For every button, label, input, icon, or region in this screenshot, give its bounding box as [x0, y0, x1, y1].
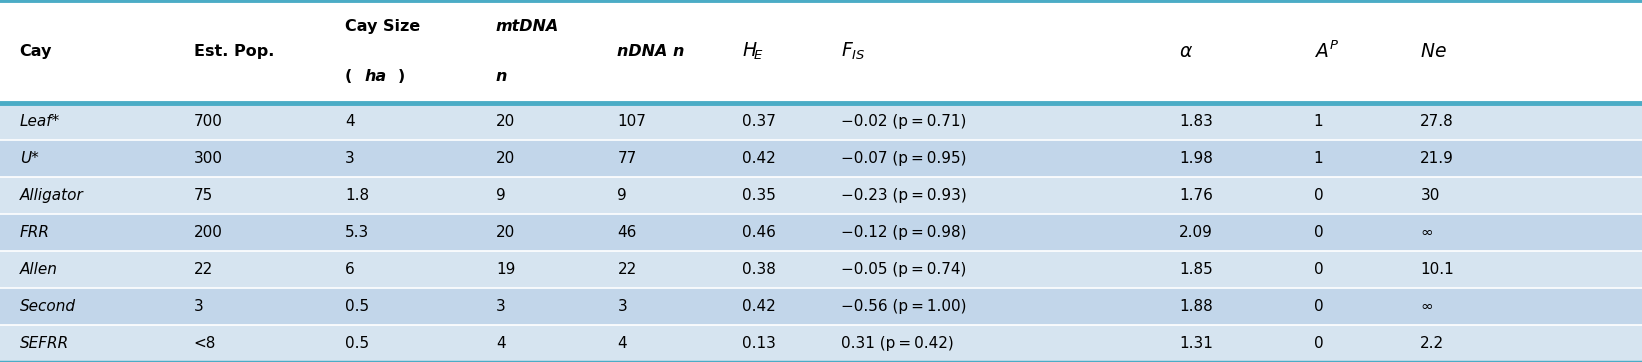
Text: 3: 3 — [496, 299, 506, 314]
Text: 19: 19 — [496, 262, 516, 277]
Text: 20: 20 — [496, 151, 516, 166]
Text: nDNA n: nDNA n — [617, 44, 685, 59]
Text: ∞: ∞ — [1420, 299, 1433, 314]
Bar — [0, 103, 1642, 140]
Text: 1.31: 1.31 — [1179, 336, 1213, 351]
Text: 0: 0 — [1314, 262, 1323, 277]
Text: −0.05 (p = 0.74): −0.05 (p = 0.74) — [841, 262, 965, 277]
Text: 6: 6 — [345, 262, 355, 277]
Text: 1.85: 1.85 — [1179, 262, 1213, 277]
Text: $\mathit{A}^{\mathit{P}}$: $\mathit{A}^{\mathit{P}}$ — [1314, 41, 1338, 62]
Text: $\mathit{H}_{\!\mathit{E}}$: $\mathit{H}_{\!\mathit{E}}$ — [742, 41, 765, 62]
Text: 22: 22 — [194, 262, 213, 277]
Text: 22: 22 — [617, 262, 637, 277]
Bar — [0, 0, 1642, 103]
Bar — [0, 288, 1642, 325]
Text: 0.38: 0.38 — [742, 262, 777, 277]
Text: 2.2: 2.2 — [1420, 336, 1445, 351]
Text: −0.12 (p = 0.98): −0.12 (p = 0.98) — [841, 225, 965, 240]
Text: 9: 9 — [617, 188, 627, 203]
Text: 30: 30 — [1420, 188, 1440, 203]
Text: 300: 300 — [194, 151, 223, 166]
Text: 21.9: 21.9 — [1420, 151, 1455, 166]
Text: 0.42: 0.42 — [742, 299, 777, 314]
Text: Cay: Cay — [20, 44, 53, 59]
Text: 0.42: 0.42 — [742, 151, 777, 166]
Text: 4: 4 — [345, 114, 355, 129]
Text: 0.46: 0.46 — [742, 225, 777, 240]
Text: −0.23 (p = 0.93): −0.23 (p = 0.93) — [841, 188, 967, 203]
Text: 1: 1 — [1314, 114, 1323, 129]
Text: 0.37: 0.37 — [742, 114, 777, 129]
Text: $\mathbf{\mathit{\alpha}}$: $\mathbf{\mathit{\alpha}}$ — [1179, 42, 1194, 61]
Text: Alligator: Alligator — [20, 188, 84, 203]
Bar — [0, 251, 1642, 288]
Text: 3: 3 — [194, 299, 204, 314]
Bar — [0, 177, 1642, 214]
Text: 0.35: 0.35 — [742, 188, 777, 203]
Text: 9: 9 — [496, 188, 506, 203]
Text: ): ) — [397, 70, 404, 84]
Text: n: n — [496, 70, 507, 84]
Text: 75: 75 — [194, 188, 213, 203]
Text: −0.07 (p = 0.95): −0.07 (p = 0.95) — [841, 151, 965, 166]
Text: U*: U* — [20, 151, 38, 166]
Text: mtDNA: mtDNA — [496, 19, 560, 34]
Bar — [0, 140, 1642, 177]
Text: 20: 20 — [496, 114, 516, 129]
Text: SEFRR: SEFRR — [20, 336, 69, 351]
Text: Leaf*: Leaf* — [20, 114, 61, 129]
Text: $\mathit{Ne}$: $\mathit{Ne}$ — [1420, 42, 1447, 61]
Text: 27.8: 27.8 — [1420, 114, 1455, 129]
Text: 1.98: 1.98 — [1179, 151, 1213, 166]
Text: 4: 4 — [496, 336, 506, 351]
Text: 77: 77 — [617, 151, 637, 166]
Bar — [0, 325, 1642, 362]
Text: Cay Size: Cay Size — [345, 19, 420, 34]
Text: 4: 4 — [617, 336, 627, 351]
Text: 2.09: 2.09 — [1179, 225, 1213, 240]
Text: $\mathit{F}_{\mathit{IS}}$: $\mathit{F}_{\mathit{IS}}$ — [841, 41, 865, 62]
Text: 0: 0 — [1314, 188, 1323, 203]
Text: 0.31 (p = 0.42): 0.31 (p = 0.42) — [841, 336, 954, 351]
Text: 10.1: 10.1 — [1420, 262, 1455, 277]
Text: −0.56 (p = 1.00): −0.56 (p = 1.00) — [841, 299, 965, 314]
Text: 0.5: 0.5 — [345, 299, 369, 314]
Text: 3: 3 — [345, 151, 355, 166]
Text: 3: 3 — [617, 299, 627, 314]
Text: 20: 20 — [496, 225, 516, 240]
Text: 0: 0 — [1314, 225, 1323, 240]
Text: 0.5: 0.5 — [345, 336, 369, 351]
Text: <8: <8 — [194, 336, 217, 351]
Text: FRR: FRR — [20, 225, 49, 240]
Text: ∞: ∞ — [1420, 225, 1433, 240]
Text: 1.83: 1.83 — [1179, 114, 1213, 129]
Text: Second: Second — [20, 299, 76, 314]
Text: 1.8: 1.8 — [345, 188, 369, 203]
Text: −0.02 (p = 0.71): −0.02 (p = 0.71) — [841, 114, 965, 129]
Text: 1.88: 1.88 — [1179, 299, 1213, 314]
Bar — [0, 214, 1642, 251]
Text: 200: 200 — [194, 225, 223, 240]
Text: 700: 700 — [194, 114, 223, 129]
Text: 1: 1 — [1314, 151, 1323, 166]
Text: 46: 46 — [617, 225, 637, 240]
Text: 0.13: 0.13 — [742, 336, 777, 351]
Text: 0: 0 — [1314, 299, 1323, 314]
Text: 0: 0 — [1314, 336, 1323, 351]
Text: 5.3: 5.3 — [345, 225, 369, 240]
Text: 107: 107 — [617, 114, 647, 129]
Text: (: ( — [345, 70, 351, 84]
Text: ha: ha — [365, 70, 386, 84]
Text: Allen: Allen — [20, 262, 57, 277]
Text: 1.76: 1.76 — [1179, 188, 1213, 203]
Text: Est. Pop.: Est. Pop. — [194, 44, 274, 59]
